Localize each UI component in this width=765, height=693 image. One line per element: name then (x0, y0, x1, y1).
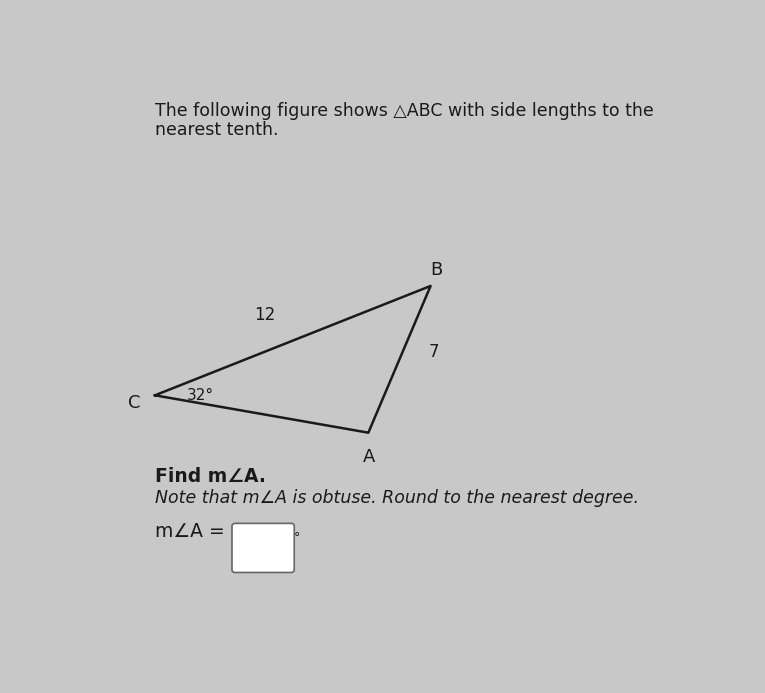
Text: 7: 7 (428, 342, 439, 360)
Text: Find m∠A.: Find m∠A. (155, 467, 265, 486)
Text: C: C (128, 394, 141, 412)
Text: A: A (363, 448, 376, 466)
FancyBboxPatch shape (232, 523, 295, 572)
Text: °: ° (295, 532, 301, 545)
Text: 32°: 32° (187, 388, 213, 403)
Text: m∠A =: m∠A = (155, 522, 225, 541)
Text: B: B (431, 261, 443, 279)
Text: The following figure shows △ABC with side lengths to the: The following figure shows △ABC with sid… (155, 102, 653, 120)
Text: nearest tenth.: nearest tenth. (155, 121, 278, 139)
Text: Note that m∠A is obtuse. Round to the nearest degree.: Note that m∠A is obtuse. Round to the ne… (155, 489, 639, 507)
Text: 12: 12 (254, 306, 275, 324)
